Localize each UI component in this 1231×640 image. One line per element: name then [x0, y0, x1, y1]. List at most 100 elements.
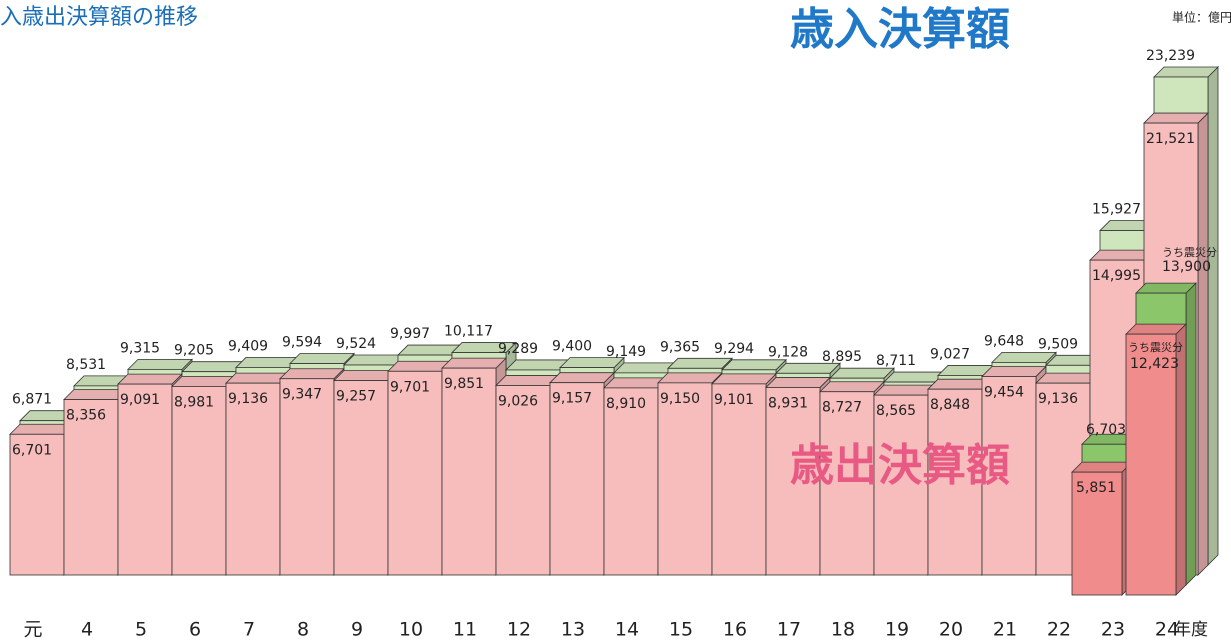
annotation: うち震災分 [1128, 341, 1183, 354]
x-tick-label: 6 [189, 619, 201, 640]
x-tick-label: 10 [399, 619, 423, 640]
x-tick-label: 5 [135, 619, 147, 640]
value-label: 9,027 [930, 346, 970, 362]
bar [549, 382, 605, 576]
x-tick-label: 15 [669, 619, 693, 640]
value-label: 9,205 [174, 343, 214, 359]
x-tick-label: 23 [1101, 619, 1125, 640]
x-tick-label: 20 [939, 619, 963, 640]
bar [171, 385, 227, 576]
bar-top [1153, 66, 1219, 78]
value-label: 5,851 [1076, 480, 1116, 496]
bar-top [657, 372, 723, 384]
value-label: 6,703 [1086, 422, 1126, 438]
value-label: 9,648 [984, 333, 1024, 349]
legend-revenue: 歳入決算額 [790, 4, 1010, 55]
x-tick-label: 19 [885, 619, 909, 640]
bar [1071, 471, 1123, 596]
value-label: 9,409 [228, 338, 268, 354]
legend-expenditure: 歳出決算額 [790, 440, 1010, 491]
x-tick-label: 11 [453, 619, 477, 640]
bar [711, 383, 767, 576]
bar [495, 385, 551, 576]
value-label: 9,257 [336, 389, 376, 405]
x-tick-label: 13 [561, 619, 585, 640]
value-label: 8,531 [66, 357, 106, 373]
x-tick-label: 17 [777, 619, 801, 640]
x-tick-label: 16 [723, 619, 747, 640]
value-label: 9,524 [336, 336, 376, 352]
value-label: 9,136 [228, 391, 268, 407]
bar [441, 367, 497, 576]
value-label: 8,727 [822, 400, 862, 416]
value-label: 21,521 [1146, 131, 1195, 147]
bar [333, 380, 389, 576]
value-label: 9,101 [714, 392, 754, 408]
x-tick-label: 7 [243, 619, 255, 640]
value-label: 6,701 [12, 442, 52, 458]
bar-top [1143, 112, 1209, 124]
bar [603, 387, 659, 576]
value-label: 23,239 [1146, 48, 1195, 64]
x-tick-label: 22 [1047, 619, 1071, 640]
value-label: 8,565 [876, 403, 916, 419]
bar-top [711, 373, 777, 385]
x-tick-label: 18 [831, 619, 855, 640]
value-label: 9,454 [984, 384, 1024, 400]
value-label: 9,509 [1038, 336, 1078, 352]
bar-top [829, 367, 895, 379]
bar [225, 382, 281, 576]
bar-top [981, 366, 1047, 377]
bar [9, 433, 65, 576]
value-label: 9,594 [282, 335, 322, 351]
value-label: 9,294 [714, 341, 754, 357]
value-label: 8,356 [66, 408, 106, 424]
x-tick-label: 元 [23, 619, 42, 640]
x-tick-label: 8 [297, 619, 309, 640]
value-label: 13,900 [1162, 259, 1211, 275]
x-tick-label: 21 [993, 619, 1017, 640]
value-label: 9,136 [1038, 391, 1078, 407]
bar-top [819, 381, 885, 393]
unit-label: 単位：億円 [1172, 10, 1231, 25]
value-label: 9,365 [660, 339, 700, 355]
bar-side [1207, 66, 1219, 566]
bar-top [127, 358, 193, 370]
annotation: うち震災分 [1162, 246, 1217, 259]
x-tick-label: 12 [507, 619, 531, 640]
bar-top [279, 368, 345, 380]
value-label: 8,931 [768, 395, 808, 411]
x-tick-label: 4 [81, 619, 93, 640]
value-label: 12,423 [1130, 356, 1179, 372]
bar [63, 399, 119, 576]
x-tick-label: 24 [1155, 619, 1179, 640]
bar-top [991, 351, 1057, 363]
bar [873, 394, 929, 576]
chart-title: 歳入歳出決算額の推移 [0, 5, 198, 30]
bar [117, 383, 173, 576]
value-label: 9,128 [768, 344, 808, 360]
bar-top [117, 373, 183, 385]
bar-side [1197, 112, 1209, 576]
value-label: 9,289 [498, 341, 538, 357]
x-tick-label: 14 [615, 619, 639, 640]
value-label: 8,711 [876, 353, 916, 369]
bar [765, 387, 821, 576]
bar-top [289, 353, 355, 364]
bar-top [1071, 461, 1133, 473]
bar [279, 378, 335, 576]
bar-top [721, 359, 787, 371]
value-label: 8,910 [606, 396, 646, 412]
bar-top [765, 377, 831, 388]
value-label: 9,150 [660, 391, 700, 407]
x-tick-label: 9 [351, 619, 363, 640]
value-label: 9,851 [444, 376, 484, 392]
value-label: 9,157 [552, 391, 592, 407]
value-label: 9,026 [498, 393, 538, 409]
value-label: 9,149 [606, 344, 646, 360]
bar [819, 391, 875, 576]
value-label: 8,848 [930, 397, 970, 413]
value-label: 9,091 [120, 392, 160, 408]
bar-top [667, 357, 733, 369]
